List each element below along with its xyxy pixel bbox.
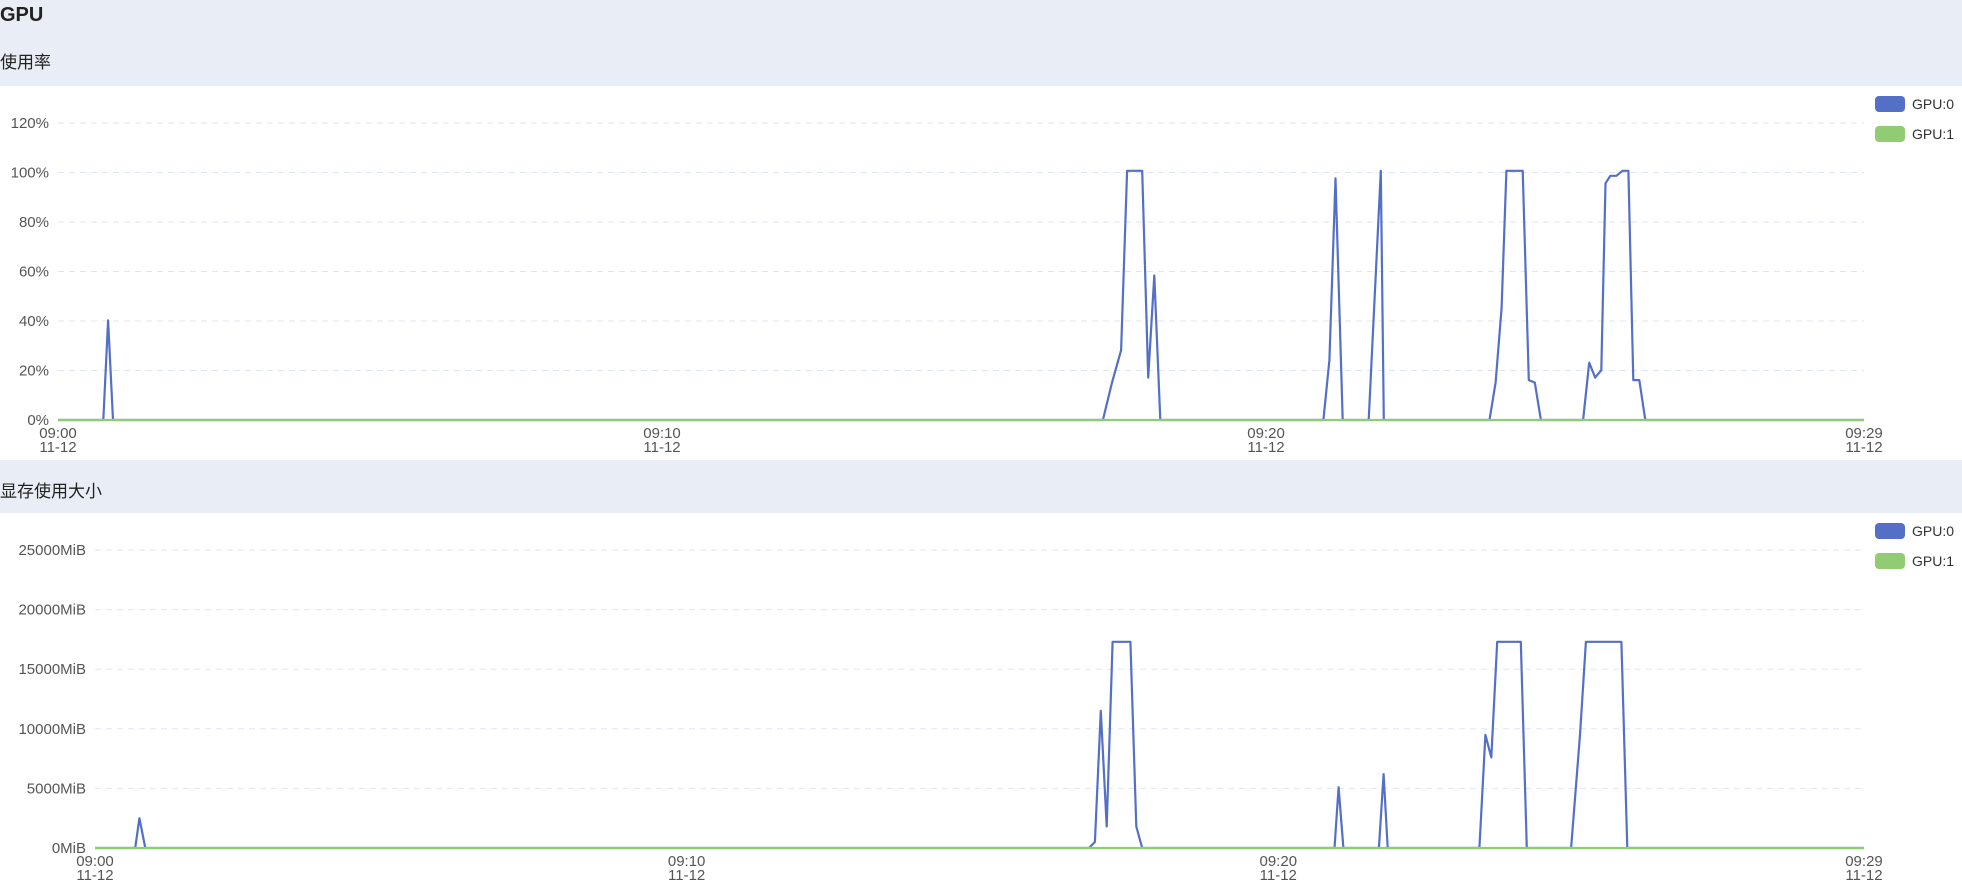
x-tick-time: 09:20 — [1247, 425, 1285, 442]
x-tick-time: 09:00 — [39, 425, 77, 442]
x-tick-date: 11-12 — [1845, 439, 1882, 456]
x-tick-date: 11-12 — [668, 867, 705, 884]
y-tick-label: 5000MiB — [27, 780, 86, 797]
legend-swatch[interactable] — [1875, 553, 1905, 569]
y-tick-label: 10000MiB — [18, 721, 86, 738]
y-tick-label: 20000MiB — [18, 602, 86, 619]
top-header: GPU — [0, 0, 1962, 86]
memory-chart: 0MiB 5000MiB 10000MiB 15000MiB 20000MiB 25000… — [18, 523, 1954, 884]
chart-title-memory: 显存使用大小 — [0, 482, 102, 501]
x-tick-time: 09:29 — [1845, 425, 1883, 442]
series-line-gpu0 — [95, 640, 1864, 850]
y-tick-label: 100% — [11, 165, 49, 182]
legend-label[interactable]: GPU:0 — [1912, 523, 1954, 539]
legend-swatch[interactable] — [1875, 126, 1905, 142]
legend-label[interactable]: GPU:1 — [1912, 553, 1954, 569]
y-tick-label: 15000MiB — [18, 661, 86, 678]
y-tick-label: 120% — [11, 115, 49, 132]
x-tick-date: 11-12 — [76, 867, 113, 884]
y-tick-label: 40% — [19, 313, 49, 330]
y-tick-label: 60% — [19, 264, 49, 281]
x-tick-time: 09:20 — [1260, 853, 1298, 870]
x-tick-date: 11-12 — [1260, 867, 1297, 884]
legend-label[interactable]: GPU:1 — [1912, 126, 1954, 142]
y-tick-label: 20% — [19, 363, 49, 380]
y-tick-label: 0MiB — [52, 840, 86, 857]
utilization-chart: 0%20%40%60%80%100%120%09:0011-1209:1011-… — [11, 96, 1954, 456]
x-tick-date: 11-12 — [1845, 867, 1882, 884]
x-tick-date: 11-12 — [39, 439, 76, 456]
x-tick-date: 11-12 — [1247, 439, 1284, 456]
chart-title-utilization: 使用率 — [0, 53, 51, 72]
x-tick-time: 09:10 — [643, 425, 681, 442]
legend-swatch[interactable] — [1875, 523, 1905, 539]
section-title: GPU — [0, 4, 44, 26]
legend-label[interactable]: GPU:0 — [1912, 96, 1954, 112]
x-tick-date: 11-12 — [643, 439, 680, 456]
legend-swatch[interactable] — [1875, 96, 1905, 112]
memory-panel-header: 显存使用大小 — [0, 460, 1962, 513]
x-tick-time: 09:10 — [668, 853, 706, 870]
y-tick-label: 80% — [19, 214, 49, 231]
series-line-gpu0 — [58, 169, 1864, 422]
y-tick-label: 0% — [27, 412, 49, 429]
y-tick-label: 25000MiB — [18, 542, 86, 559]
x-tick-time: 09:29 — [1845, 853, 1883, 870]
x-tick-time: 09:00 — [76, 853, 114, 870]
